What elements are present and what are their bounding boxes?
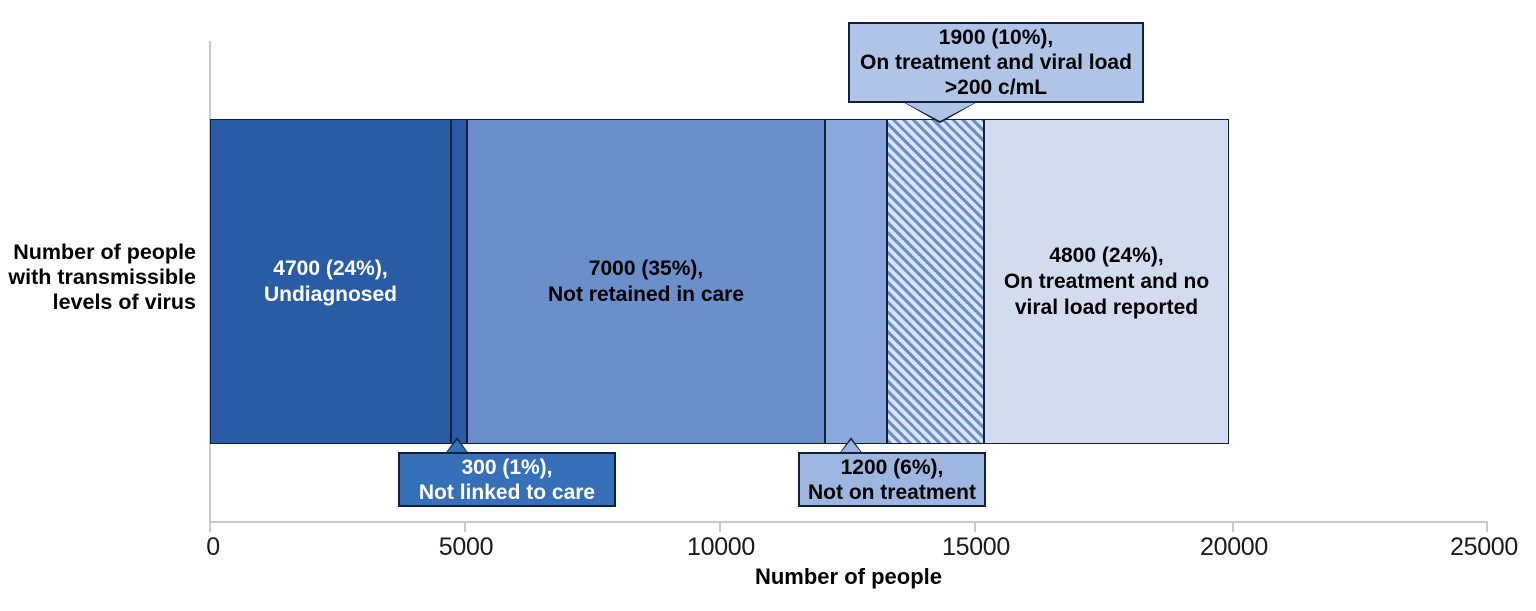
x-tick-label-20000: 20000	[1199, 533, 1269, 561]
callout-text-not-on-treatment: 1200 (6%), Not on treatment	[808, 455, 976, 504]
bar-segment-not-linked-to-care[interactable]	[451, 119, 467, 444]
x-tick-0	[209, 523, 211, 532]
x-tick-label-10000: 10000	[686, 533, 756, 561]
bar-segment-label-undiagnosed: 4700 (24%), Undiagnosed	[263, 256, 397, 306]
x-tick-label-5000: 5000	[438, 533, 494, 561]
x-tick-15000	[974, 523, 976, 532]
x-tick-5000	[464, 523, 466, 532]
x-axis-line	[209, 521, 1488, 523]
x-tick-label-25000: 25000	[1449, 533, 1519, 561]
x-tick-label-0: 0	[206, 533, 220, 561]
x-tick-10000	[719, 523, 721, 532]
bar-segment-label-not-retained-in-care: 7000 (35%), Not retained in care	[547, 256, 745, 306]
bar-segment-label-on-treatment-no-viral-load-reported: 4800 (24%), On treatment and no viral lo…	[1003, 243, 1210, 319]
callout-text-not-linked-to-care: 300 (1%), Not linked to care	[418, 455, 596, 504]
bar-segment-on-treatment-no-viral-load-reported[interactable]: 4800 (24%), On treatment and no viral lo…	[984, 119, 1229, 444]
callout-text-viral-load-over-200: 1900 (10%), On treatment and viral load …	[860, 26, 1132, 99]
callout-not-on-treatment[interactable]: 1200 (6%), Not on treatment	[798, 452, 986, 507]
x-tick-label-15000: 15000	[941, 533, 1011, 561]
bar-segment-undiagnosed[interactable]: 4700 (24%), Undiagnosed	[210, 119, 451, 444]
x-axis-title: Number of people	[754, 564, 942, 589]
x-tick-20000	[1232, 523, 1234, 532]
bar-segment-on-treatment-viral-load-over-200[interactable]	[887, 119, 984, 444]
y-axis-category-label: Number of people with transmissible leve…	[8, 240, 196, 314]
callout-not-linked-to-care[interactable]: 300 (1%), Not linked to care	[398, 452, 616, 507]
callout-viral-load-over-200[interactable]: 1900 (10%), On treatment and viral load …	[848, 22, 1144, 103]
x-tick-25000	[1486, 523, 1488, 532]
bar-segment-not-on-treatment[interactable]	[825, 119, 887, 444]
bar-segment-not-retained-in-care[interactable]: 7000 (35%), Not retained in care	[467, 119, 825, 444]
